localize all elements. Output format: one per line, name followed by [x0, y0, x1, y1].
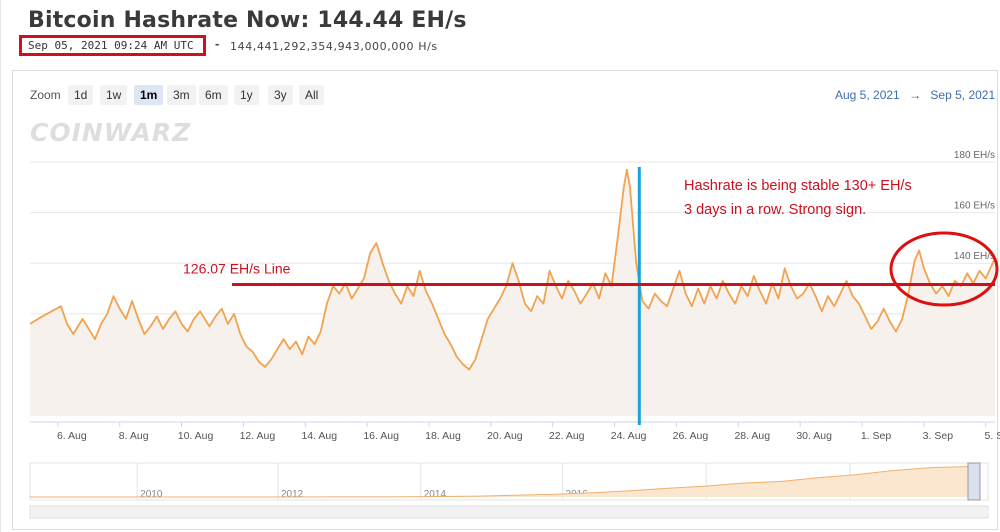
- series-line[interactable]: [29, 168, 996, 371]
- zoom-label: Zoom: [30, 88, 61, 102]
- x-tick-label: 22. Aug: [549, 430, 585, 442]
- zoom-button-3m[interactable]: 3m: [167, 85, 196, 105]
- zoom-button-6m[interactable]: 6m: [199, 85, 228, 105]
- y-tick-label: 180 EH/s: [954, 150, 995, 161]
- x-tick-label: 6. Aug: [57, 430, 87, 442]
- x-tick-label: 1. Sep: [861, 430, 892, 442]
- date-range[interactable]: Aug 5, 2021 → Sep 5, 2021: [835, 88, 995, 102]
- hashrate-raw: 144,441,292,354,943,000,000 H/s: [230, 40, 438, 53]
- reference-line-label: 126.07 EH/s Line: [183, 260, 291, 276]
- x-tick-label: 16. Aug: [363, 430, 399, 442]
- y-tick-label: 160 EH/s: [954, 201, 995, 212]
- x-tick-label: 28. Aug: [734, 430, 770, 442]
- series-area-fill: [30, 169, 995, 415]
- x-tick-label: 20. Aug: [487, 430, 523, 442]
- zoom-button-1w[interactable]: 1w: [100, 85, 128, 105]
- x-tick-label: 8. Aug: [119, 430, 149, 442]
- zoom-button-All[interactable]: All: [299, 85, 325, 105]
- page-title: Bitcoin Hashrate Now: 144.44 EH/s: [28, 8, 467, 33]
- zoom-button-1d[interactable]: 1d: [68, 85, 94, 105]
- navigator-scrollbar[interactable]: [29, 505, 989, 519]
- navigator-area: [30, 466, 968, 497]
- navigator-selection[interactable]: [967, 462, 981, 501]
- annotation-note-line1: Hashrate is being stable 130+ EH/s: [684, 178, 912, 194]
- navigator-line: [30, 466, 969, 498]
- x-tick-label: 3. Sep: [923, 430, 954, 442]
- annotation-note-line2: 3 days in a row. Strong sign.: [684, 202, 866, 218]
- x-tick-label: 24. Aug: [611, 430, 647, 442]
- navigator-year-label: 2012: [281, 489, 304, 500]
- timestamp: Sep 05, 2021 09:24 AM UTC: [28, 39, 194, 52]
- coinwarz-watermark-logo: COINWARZ: [30, 118, 191, 147]
- zoom-button-1y[interactable]: 1y: [234, 85, 259, 105]
- zoom-button-1m[interactable]: 1m: [134, 85, 164, 105]
- navigator-year-label: 2010: [140, 489, 163, 500]
- navigator-year-label: 2014: [424, 489, 447, 500]
- x-tick-label: 12. Aug: [240, 430, 276, 442]
- x-tick-label: 26. Aug: [673, 430, 709, 442]
- x-tick-label: 10. Aug: [178, 430, 214, 442]
- highlight-ring: [889, 231, 999, 307]
- timestamp-highlight-box: [19, 35, 206, 56]
- x-tick-label: 5. Sep: [985, 430, 1000, 442]
- x-tick-label: 14. Aug: [301, 430, 337, 442]
- range-to[interactable]: Sep 5, 2021: [930, 88, 996, 102]
- x-tick-label: 18. Aug: [425, 430, 461, 442]
- range-arrow: →: [909, 88, 922, 102]
- header-separator: -: [215, 36, 220, 51]
- range-from[interactable]: Aug 5, 2021: [835, 88, 900, 102]
- zoom-button-3y[interactable]: 3y: [268, 85, 293, 105]
- x-tick-label: 30. Aug: [796, 430, 832, 442]
- y-tick-label: 140 EH/s: [954, 251, 995, 262]
